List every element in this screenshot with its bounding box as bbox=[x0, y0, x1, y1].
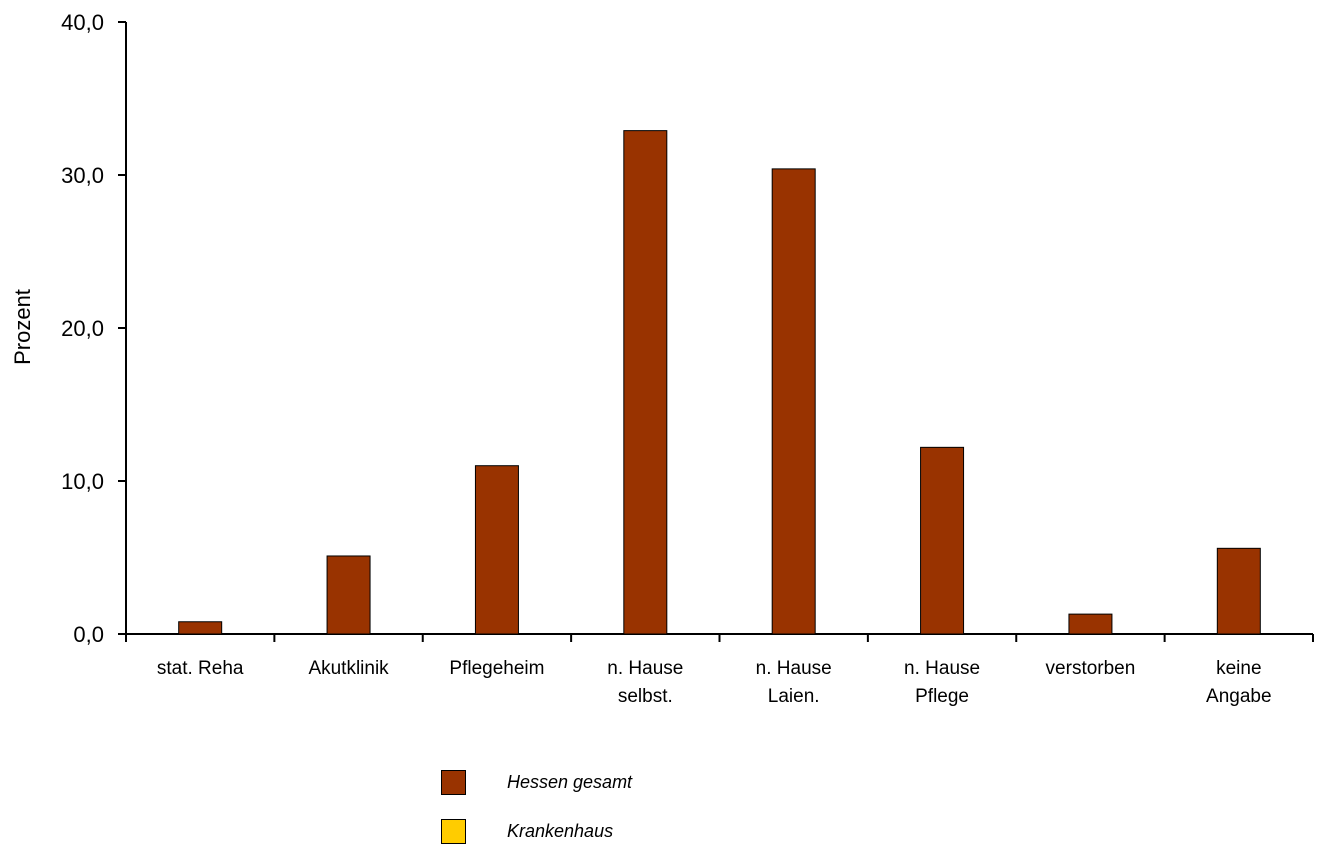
bars bbox=[178, 130, 1261, 635]
bar-hessen-gesamt bbox=[1068, 613, 1113, 635]
bar-hessen-gesamt bbox=[920, 446, 965, 635]
legend-label-krankenhaus: Krankenhaus bbox=[507, 821, 614, 841]
y-tick-label: 40,0 bbox=[61, 10, 104, 35]
x-category-label: n. Hause bbox=[607, 658, 683, 679]
x-category-label: Pflege bbox=[915, 686, 969, 707]
x-axis: stat. Reha Akutklinik Pflegeheim n. Hause se… bbox=[125, 633, 1314, 707]
bar-hessen-gesamt bbox=[623, 130, 668, 635]
legend-item-krankenhaus: Krankenhaus bbox=[441, 819, 761, 845]
y-tick-label: 10,0 bbox=[61, 469, 104, 494]
y-tick-label: 20,0 bbox=[61, 316, 104, 341]
legend-item-hessen-gesamt: Hessen gesamt bbox=[441, 770, 761, 796]
x-category-label: n. Hause bbox=[904, 658, 980, 679]
legend-label-hessen-gesamt: Hessen gesamt bbox=[507, 772, 633, 792]
y-tick-label: 30,0 bbox=[61, 163, 104, 188]
x-category-label: verstorben bbox=[1046, 658, 1136, 679]
x-category-label: Akutklinik bbox=[308, 658, 389, 679]
x-category-label: Pflegeheim bbox=[449, 658, 544, 679]
bar-hessen-gesamt bbox=[771, 168, 816, 635]
y-tick-label: 0,0 bbox=[73, 622, 104, 647]
x-category-label: Angabe bbox=[1206, 686, 1272, 707]
bar-hessen-gesamt bbox=[1216, 547, 1261, 635]
x-category-label: n. Hause bbox=[756, 658, 832, 679]
bar-hessen-gesamt bbox=[326, 555, 371, 635]
bar-hessen-gesamt bbox=[178, 621, 223, 635]
legend-swatch-krankenhaus bbox=[441, 819, 466, 844]
y-axis: 0,0 10,0 20,0 30,0 40,0 bbox=[61, 10, 127, 647]
legend-swatch-hessen-gesamt bbox=[441, 770, 466, 795]
bar-hessen-gesamt bbox=[474, 465, 519, 635]
x-category-label: keine bbox=[1216, 658, 1261, 679]
x-category-label: selbst. bbox=[618, 686, 673, 707]
x-category-label: Laien. bbox=[768, 686, 820, 707]
y-axis-title: Prozent bbox=[10, 289, 35, 365]
x-category-label: stat. Reha bbox=[157, 658, 244, 679]
